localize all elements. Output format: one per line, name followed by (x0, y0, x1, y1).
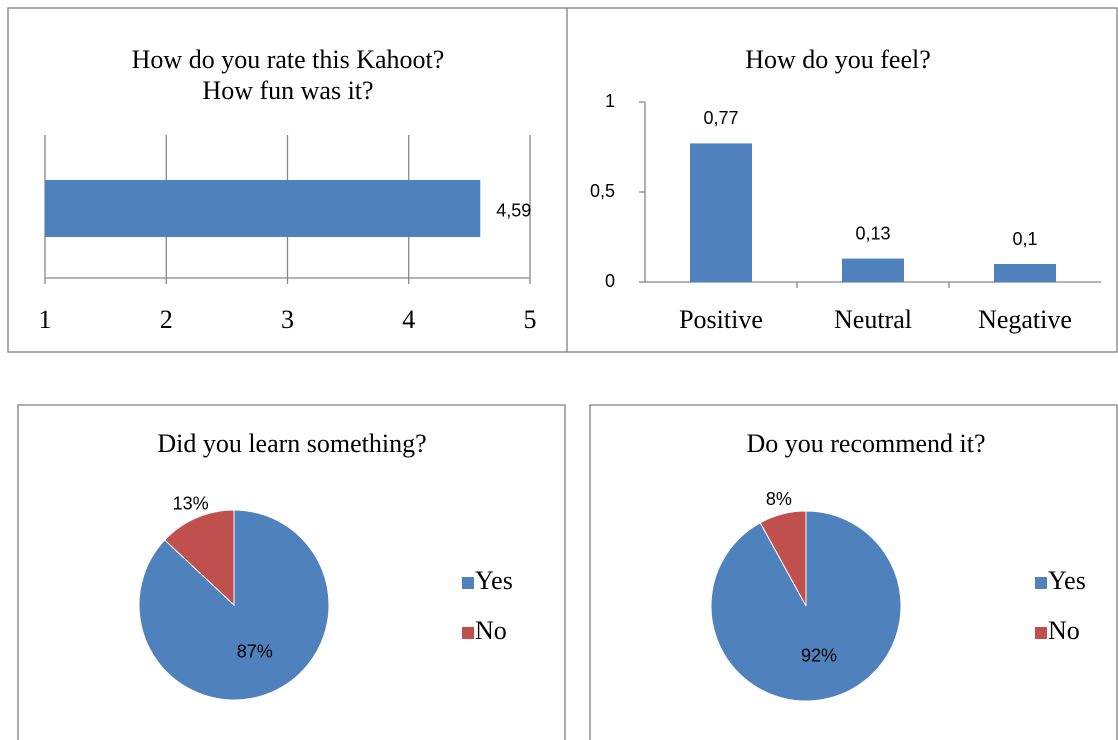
value-label: 87% (237, 642, 273, 662)
x-tick-label: 4 (402, 305, 415, 334)
y-tick-label: 1 (605, 91, 615, 111)
pie-slice (164, 509, 235, 607)
x-tick-label: Positive (679, 305, 763, 334)
bar (842, 258, 904, 282)
bar (45, 180, 481, 237)
legend-label: No (475, 616, 507, 645)
value-label: 13% (173, 493, 209, 513)
x-tick-label: 2 (160, 305, 173, 334)
chart-title: How fun was it? (202, 76, 373, 105)
x-tick-label: Negative (978, 305, 1072, 334)
bar (690, 143, 752, 282)
value-label: 8% (766, 489, 792, 509)
legend-label: Yes (475, 566, 513, 595)
chart-title: How do you feel? (745, 45, 931, 74)
y-tick-label: 0 (605, 271, 615, 291)
value-label: 92% (801, 645, 837, 665)
pie-frame (589, 404, 1118, 740)
x-tick-label: 3 (281, 305, 294, 334)
y-tick-label: 0,5 (590, 181, 615, 201)
legend-label: No (1048, 616, 1080, 645)
pie-frame (17, 404, 566, 740)
legend-swatch (462, 627, 474, 639)
chart-title: Do you recommend it? (747, 429, 986, 458)
pie-slice (759, 510, 807, 607)
chart-title: Did you learn something? (157, 429, 426, 458)
x-tick-label: 1 (39, 305, 52, 334)
legend-swatch (462, 577, 474, 589)
bar (994, 264, 1056, 282)
top-frame (7, 7, 1118, 353)
value-label: 0,77 (703, 108, 738, 128)
x-tick-label: 5 (524, 305, 537, 334)
legend-swatch (1035, 627, 1047, 639)
value-label: 4,59 (496, 200, 531, 220)
legend-swatch (1035, 577, 1047, 589)
value-label: 0,13 (855, 223, 890, 243)
legend-label: Yes (1048, 566, 1086, 595)
x-tick-label: Neutral (834, 305, 912, 334)
chart-title: How do you rate this Kahoot? (132, 45, 445, 74)
value-label: 0,1 (1012, 229, 1037, 249)
